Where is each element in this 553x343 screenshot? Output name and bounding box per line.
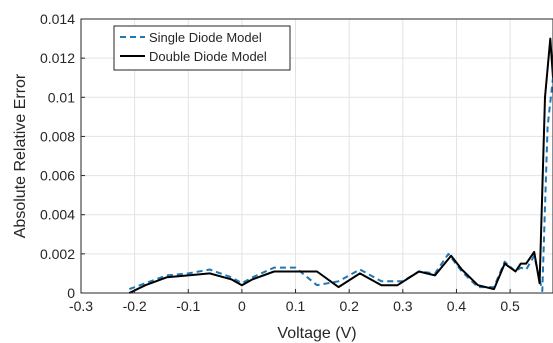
x-tick-label-0-2: 0.2 [339, 298, 359, 314]
y-tick-label-0-01: 0.01 [48, 89, 75, 105]
y-tick-label-0-012: 0.012 [40, 50, 75, 66]
y-tick-label-0-006: 0.006 [40, 168, 75, 184]
x-tick-label-0-4: 0.4 [447, 298, 467, 314]
y-tick-label-0-008: 0.008 [40, 128, 75, 144]
x-tick-label-0-2: -0.2 [123, 298, 147, 314]
x-tick-label-0-3: -0.3 [69, 298, 93, 314]
x-tick-labels: -0.3 -0.2 -0.1 0 0.1 0.2 0.3 0.4 0.5 [69, 298, 520, 314]
x-tick-label-0-1: -0.1 [176, 298, 200, 314]
legend-label-single-diode: Single Diode Model [149, 30, 262, 45]
series-layer [128, 37, 553, 294]
x-tick-label-0-5: 0.5 [500, 298, 520, 314]
y-tick-labels: 0 0.002 0.004 0.006 0.008 0.01 0.012 0.014 [40, 11, 75, 301]
legend-box [113, 25, 291, 71]
series-line-double-diode-model [128, 37, 553, 294]
tick-marks [80, 18, 511, 294]
y-tick-label-0: 0 [67, 285, 75, 301]
legend: Single Diode Model Double Diode Model [113, 25, 291, 71]
plot-area-frame [80, 18, 553, 294]
x-tick-label-0-1: 0.1 [286, 298, 306, 314]
y-tick-label-0-004: 0.004 [40, 207, 75, 223]
y-axis-title: Absolute Relative Error [12, 73, 29, 238]
y-tick-label-0-002: 0.002 [40, 246, 75, 262]
y-tick-label-0-014: 0.014 [40, 11, 75, 27]
legend-label-double-diode: Double Diode Model [149, 49, 267, 64]
x-tick-label-0-3: 0.3 [393, 298, 413, 314]
x-axis-title: Voltage (V) [277, 325, 356, 342]
x-tick-label-0: 0 [238, 298, 246, 314]
